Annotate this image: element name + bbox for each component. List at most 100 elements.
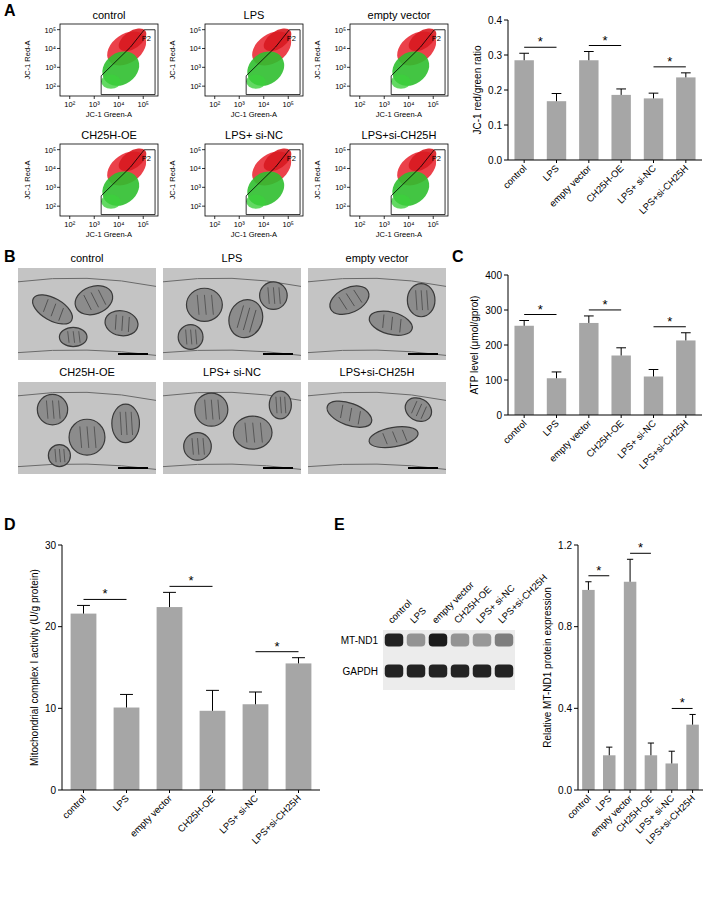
error-cap <box>77 605 90 606</box>
x-tick <box>118 96 119 99</box>
x-tick-label: 10² <box>64 100 75 109</box>
bars <box>71 592 312 790</box>
error-bar <box>83 605 84 613</box>
green-events <box>246 194 266 208</box>
mitochondrion <box>112 404 140 443</box>
bar <box>514 326 533 415</box>
gate <box>246 30 300 95</box>
crista <box>98 289 105 305</box>
x-tick-label: empty vector <box>547 163 593 209</box>
crista <box>280 397 281 414</box>
x-tick <box>588 415 589 418</box>
y-tick-label: 0.2 <box>488 85 502 96</box>
x-axis-title: JC-1 Green-A <box>376 110 422 119</box>
y-tick-label: 10³ <box>335 63 346 72</box>
y-tick <box>58 626 62 627</box>
gate-label: P2 <box>142 34 151 43</box>
crista <box>421 290 422 310</box>
panel-letter: E <box>334 516 345 533</box>
y-tick-label: 0 <box>496 410 502 421</box>
scale-bar <box>263 467 293 469</box>
x-tick <box>169 790 170 793</box>
y-tick-label: 10⁴ <box>44 44 56 53</box>
error-bar <box>671 751 672 763</box>
error-cap <box>552 93 562 94</box>
flow-title: empty vector <box>368 9 431 21</box>
error-cap <box>552 371 562 372</box>
membrane <box>18 278 156 286</box>
crista <box>416 290 417 310</box>
plot-frame <box>205 144 303 216</box>
tem-panel: LPS <box>163 252 301 360</box>
significance-label: * <box>596 563 601 578</box>
crista <box>211 400 213 420</box>
crista <box>339 296 347 310</box>
error-cap <box>627 559 633 560</box>
x-tick <box>588 790 589 793</box>
y-tick-label: 10⁵ <box>335 146 346 155</box>
blot-band <box>451 665 469 678</box>
mitochondrion-body <box>37 394 67 424</box>
x-axis-title: JC-1 Green-A <box>86 230 132 239</box>
crista <box>268 287 269 304</box>
event-cloud <box>386 24 443 93</box>
x-tick-label: 10⁵ <box>283 100 294 109</box>
mitochondrion <box>186 288 222 321</box>
x-tick <box>83 790 84 793</box>
crista <box>42 299 51 312</box>
tem-background <box>163 268 301 360</box>
x-tick <box>298 790 299 793</box>
plot-frame <box>350 24 448 96</box>
green-events <box>246 74 266 88</box>
x-tick-label: 10⁴ <box>403 220 415 229</box>
x-tick-label: 10² <box>209 220 220 229</box>
mitochondrion <box>59 327 87 346</box>
x-tick <box>588 160 589 163</box>
crista <box>46 400 48 418</box>
blot-band <box>473 665 491 678</box>
crista <box>242 308 251 330</box>
x-tick-label: 10⁵ <box>283 220 294 229</box>
x-tick <box>359 216 360 219</box>
x-tick <box>630 790 631 793</box>
flow-plot: controlP210²10³10⁴10⁵10²10³10⁴10⁵JC-1 Gr… <box>23 9 158 119</box>
x-tick-label: LPS+si-CH25H <box>643 793 697 847</box>
x-tick-label: LPS+si-CH25H <box>637 163 691 217</box>
crista <box>427 290 428 310</box>
bar <box>644 98 663 160</box>
error-cap <box>292 657 305 658</box>
x-tick-label: 10² <box>209 100 220 109</box>
mitochondrion-body <box>260 282 288 310</box>
error-bar <box>556 372 557 378</box>
flow-plot: empty vectorP210²10³10⁴10⁵10²10³10⁴10⁵JC… <box>313 9 448 119</box>
blot-band <box>429 665 447 678</box>
x-tick <box>143 96 144 99</box>
crista <box>205 400 207 420</box>
x-axis-title: JC-1 Green-A <box>86 110 132 119</box>
bar <box>286 663 312 790</box>
y-tick <box>347 48 350 49</box>
error-bar <box>685 73 686 78</box>
x-tick <box>239 216 240 219</box>
y-tick-label: 1.2 <box>558 540 572 551</box>
x-tick-label: 10⁵ <box>428 100 439 109</box>
x-axis <box>508 415 702 416</box>
x-tick <box>255 790 256 793</box>
flow-title: control <box>92 9 125 21</box>
y-axis-title: JC-1 red/green ratio <box>472 45 483 134</box>
error-cap <box>584 51 594 52</box>
y-axis-title: ATP level (μmol/gprot) <box>469 296 480 395</box>
crista <box>131 412 132 435</box>
x-tick-label: control <box>501 418 529 446</box>
x-axis-title: JC-1 Green-A <box>231 110 277 119</box>
panel-letter: C <box>452 248 464 265</box>
error-bar <box>621 89 622 95</box>
y-tick <box>504 275 508 276</box>
event-cloud <box>386 144 443 213</box>
error-bar <box>556 94 557 102</box>
event-cloud <box>241 144 298 213</box>
membrane <box>163 464 301 469</box>
error-bar <box>588 582 589 590</box>
bar <box>624 582 637 790</box>
membrane <box>18 464 156 469</box>
